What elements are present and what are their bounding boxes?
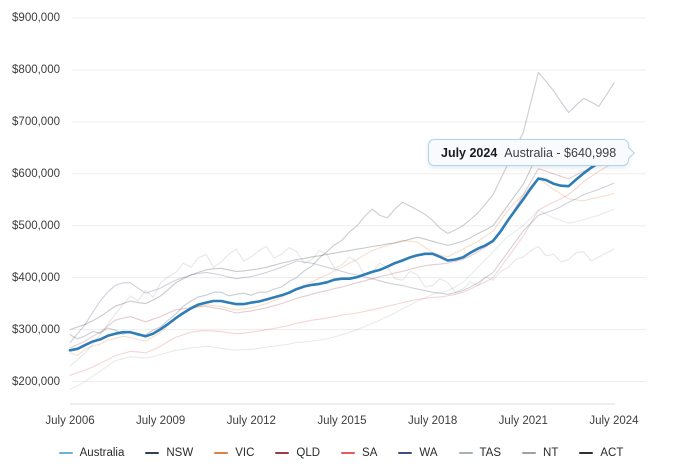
series-line-vic[interactable] xyxy=(69,177,615,357)
legend-swatch-icon xyxy=(398,451,413,455)
hover-tooltip: July 2024 Australia - $640,998 xyxy=(428,139,630,166)
series-line-nt[interactable] xyxy=(69,245,615,367)
y-axis-label: $800,000 xyxy=(12,63,60,76)
legend-swatch-icon xyxy=(579,451,594,455)
legend-swatch-icon xyxy=(341,451,356,455)
legend-label: QLD xyxy=(296,447,321,459)
legend-swatch-icon xyxy=(522,451,537,455)
legend-swatch-icon xyxy=(214,451,229,455)
legend-label: NT xyxy=(543,447,559,459)
series-line-sa[interactable] xyxy=(69,161,615,376)
legend-item-vic[interactable]: VIC xyxy=(214,447,254,459)
legend-label: VIC xyxy=(235,447,255,459)
legend-item-qld[interactable]: QLD xyxy=(275,447,320,459)
legend-item-act[interactable]: ACT xyxy=(579,447,623,459)
y-axis-label: $300,000 xyxy=(12,323,60,336)
legend-label: ACT xyxy=(600,447,624,459)
tooltip-value: Australia - $640,998 xyxy=(504,145,617,160)
legend-label: NSW xyxy=(166,447,194,459)
legend-label: SA xyxy=(362,447,378,459)
legend-swatch-icon xyxy=(58,451,73,455)
x-axis-label: July 2009 xyxy=(136,415,186,427)
legend-label: WA xyxy=(419,447,438,459)
legend-item-wa[interactable]: WA xyxy=(398,447,438,459)
legend-label: TAS xyxy=(479,447,502,459)
legend-item-nsw[interactable]: NSW xyxy=(145,447,193,459)
legend-item-tas[interactable]: TAS xyxy=(458,447,502,459)
y-axis-label: $200,000 xyxy=(12,375,60,388)
chart-legend: Australia NSW VIC QLD SA WA TAS NT ACT xyxy=(0,443,682,463)
y-axis-label: $900,000 xyxy=(12,12,60,24)
legend-swatch-icon xyxy=(275,451,290,455)
series-line-wa[interactable] xyxy=(69,182,615,344)
legend-item-nt[interactable]: NT xyxy=(522,447,558,459)
series-line-nsw[interactable] xyxy=(69,71,615,340)
x-axis-label: July 2012 xyxy=(226,415,276,427)
series-line-qld[interactable] xyxy=(69,156,615,349)
legend-swatch-icon xyxy=(458,451,473,455)
y-axis-label: $500,000 xyxy=(12,219,60,232)
x-axis-label: July 2015 xyxy=(317,415,367,427)
y-axis-label: $700,000 xyxy=(12,115,60,128)
y-axis-label: $400,000 xyxy=(12,271,60,284)
legend-label: Australia xyxy=(79,447,125,459)
y-axis-label: $600,000 xyxy=(12,167,60,180)
legend-item-australia[interactable]: Australia xyxy=(58,447,125,459)
series-line-tas[interactable] xyxy=(69,208,615,390)
legend-item-sa[interactable]: SA xyxy=(341,447,377,459)
legend-swatch-icon xyxy=(145,451,160,455)
series-line-australia[interactable] xyxy=(68,151,616,352)
x-axis-label: July 2018 xyxy=(408,415,458,427)
x-axis-label: July 2006 xyxy=(45,415,95,427)
series-line-act[interactable] xyxy=(69,144,615,331)
tooltip-date: July 2024 xyxy=(441,145,498,160)
chart-plot-area[interactable] xyxy=(0,0,682,440)
x-axis-label: July 2021 xyxy=(498,415,548,427)
x-axis-label: July 2024 xyxy=(589,415,639,427)
